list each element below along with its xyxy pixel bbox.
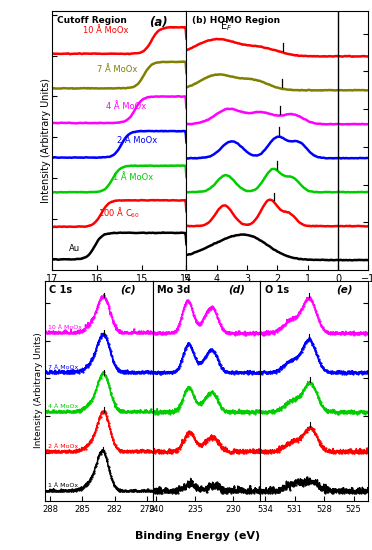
Text: (b) HOMO Region: (b) HOMO Region	[192, 16, 280, 25]
Text: (d): (d)	[228, 285, 245, 295]
Text: (a): (a)	[149, 16, 167, 29]
Y-axis label: Intensity (Arbitrary Units): Intensity (Arbitrary Units)	[34, 333, 43, 448]
Text: E$_F$: E$_F$	[220, 19, 232, 32]
Text: 1 Å MoOx: 1 Å MoOx	[113, 173, 153, 182]
Text: Au: Au	[69, 244, 80, 253]
Text: C 1s: C 1s	[49, 285, 72, 295]
Text: 1 Å MoOx: 1 Å MoOx	[48, 483, 78, 488]
Text: O 1s: O 1s	[265, 285, 289, 295]
Text: 4 Å MoOx: 4 Å MoOx	[48, 404, 78, 409]
Text: 7 Å MoOx: 7 Å MoOx	[48, 365, 78, 370]
Text: Cutoff Region: Cutoff Region	[57, 16, 127, 25]
Text: 2 Å MoOx: 2 Å MoOx	[48, 444, 78, 449]
Y-axis label: Intensity (Arbitrary Units): Intensity (Arbitrary Units)	[41, 78, 51, 203]
Text: 2 Å MoOx: 2 Å MoOx	[117, 136, 157, 145]
Text: 10 Å MoOx: 10 Å MoOx	[83, 26, 129, 35]
Text: 100 Å C$_{60}$: 100 Å C$_{60}$	[98, 206, 140, 220]
Text: Mo 3d: Mo 3d	[157, 285, 190, 295]
Text: (c): (c)	[120, 285, 136, 295]
Text: 10 Å MoOx: 10 Å MoOx	[48, 326, 82, 331]
Text: 4 Å MoOx: 4 Å MoOx	[106, 102, 146, 111]
Text: 7 Å MoOx: 7 Å MoOx	[97, 65, 137, 74]
Text: (e): (e)	[336, 285, 352, 295]
Text: Binding Energy (eV): Binding Energy (eV)	[135, 531, 260, 541]
